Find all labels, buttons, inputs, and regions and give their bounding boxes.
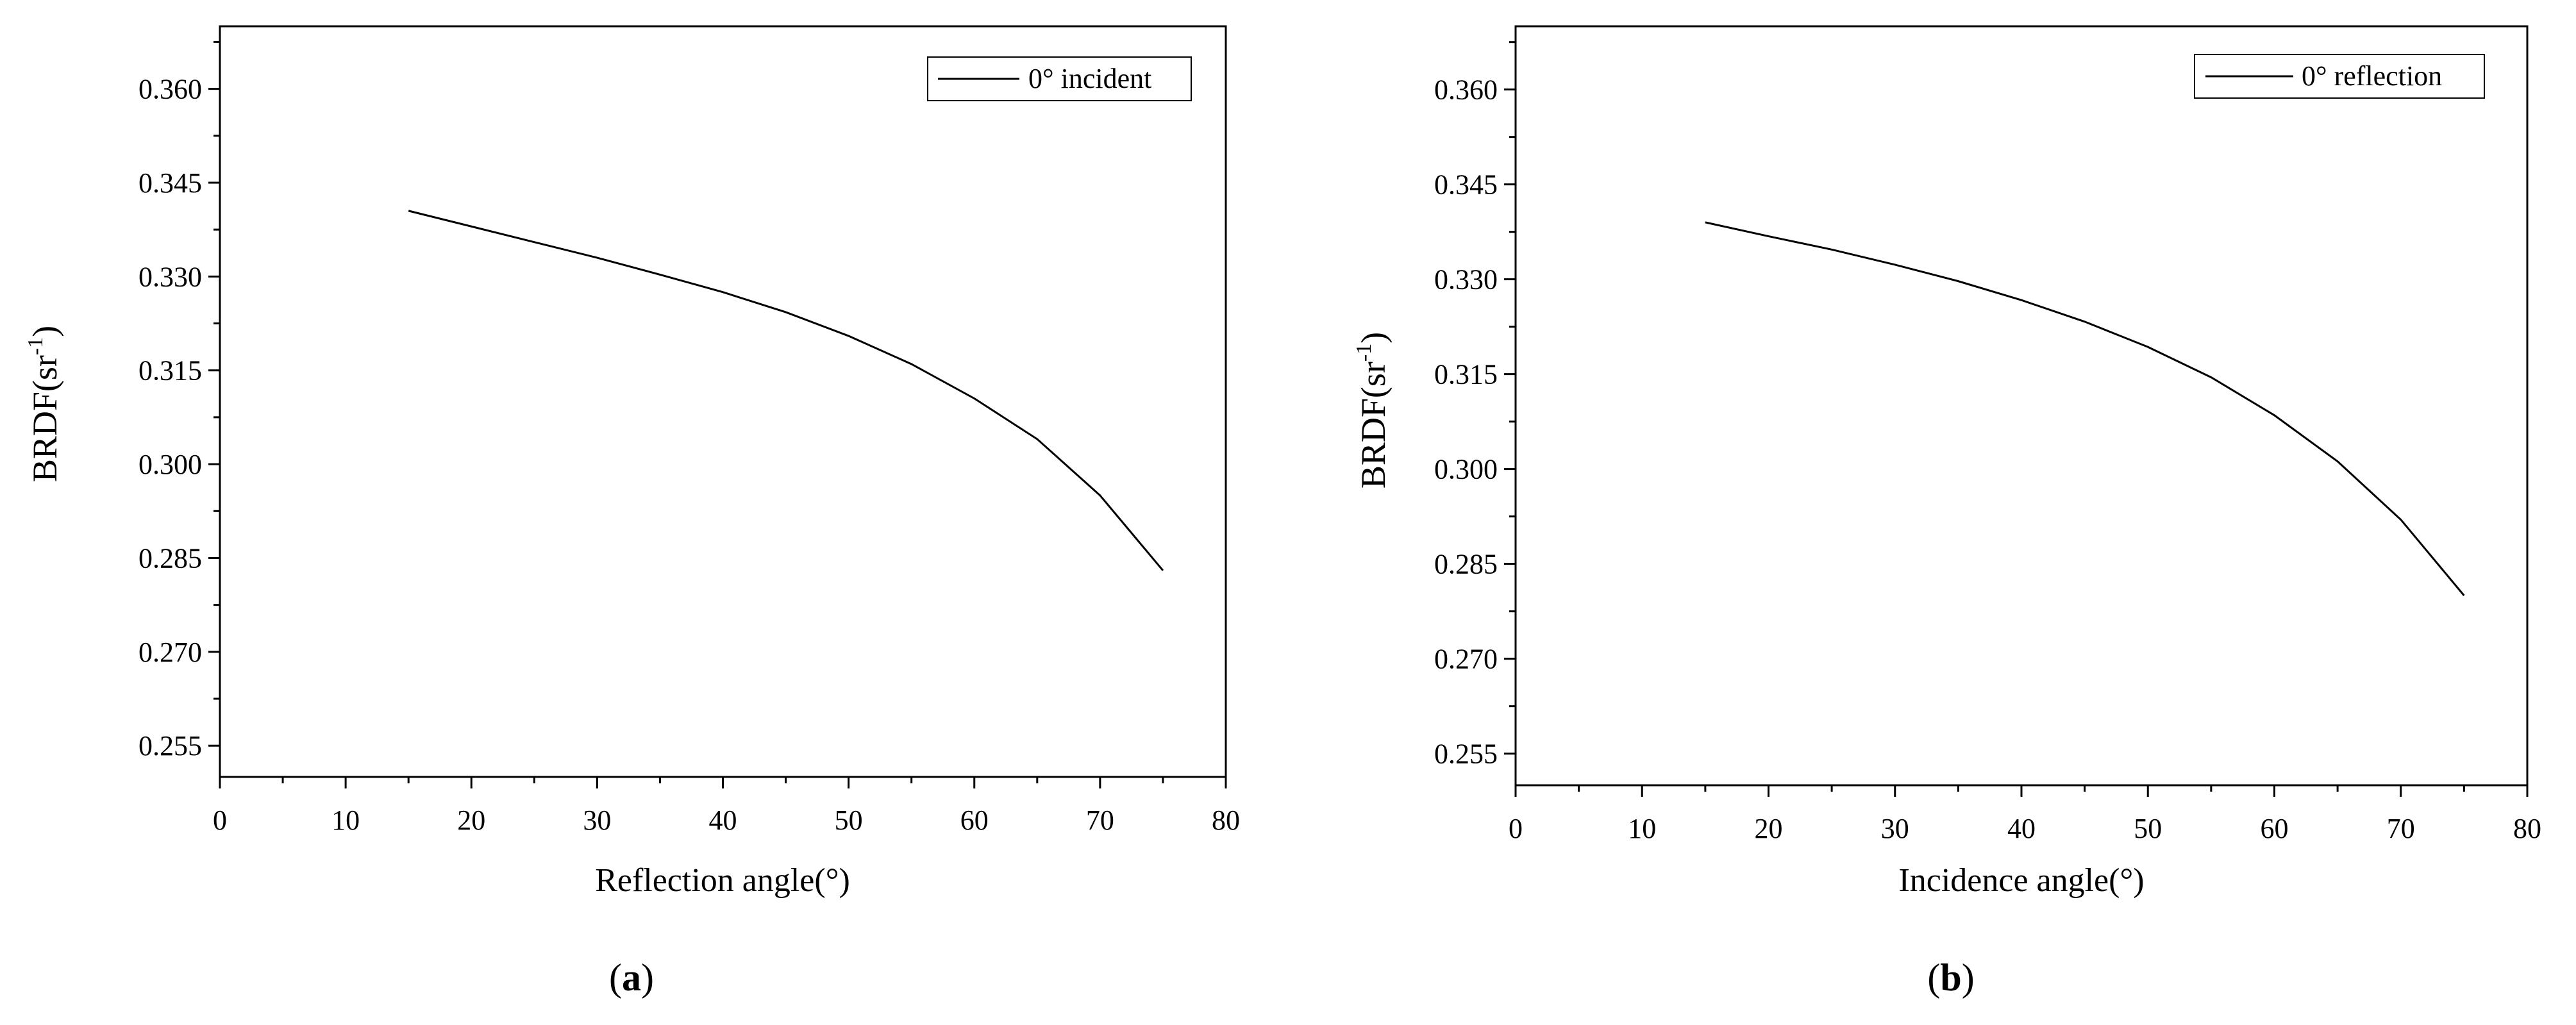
y-tick-label-b-6: 0.345: [1434, 169, 1498, 201]
x-tick-label-a-8: 80: [1212, 804, 1240, 836]
legend-label-a: 0° incident: [1028, 63, 1151, 94]
y-tick-label-a-5: 0.330: [138, 261, 202, 292]
x-tick-label-a-5: 50: [835, 804, 863, 836]
x-tick-label-a-7: 70: [1086, 804, 1114, 836]
panel-label-a: (a): [609, 956, 654, 999]
x-tick-labels-b: 0 10 20 30 40 50 60 70 80: [1509, 813, 2541, 844]
x-axis-label-b: Incidence angle(°): [1898, 862, 2144, 899]
plot-frame-a: [219, 25, 1227, 778]
panel-label-open-a: (: [609, 956, 622, 999]
chart-panel-a: 0 10 20 30 40 50 60 70 80 0.2550.2700.2850.3000.…: [24, 25, 1240, 999]
x-tick-label-b-2: 20: [1755, 813, 1783, 844]
series-line-b: [1705, 221, 2465, 596]
x-tick-label-a-6: 60: [960, 804, 989, 836]
y-axis-label-sup-b: -1: [1352, 344, 1376, 362]
x-tick-label-a-3: 30: [583, 804, 611, 836]
x-tick-label-b-6: 60: [2261, 813, 2289, 844]
y-tick-label-b-2: 0.285: [1434, 549, 1498, 580]
x-tick-labels-a: 0 10 20 30 40 50 60 70 80: [213, 804, 1240, 836]
x-tick-label-a-0: 0: [213, 804, 227, 836]
x-tick-label-b-4: 40: [2007, 813, 2036, 844]
y-tick-label-a-3: 0.300: [138, 449, 202, 480]
chart-panel-b: 0 10 20 30 40 50 60 70 80 0.2550.2700.2850.3000.…: [1352, 25, 2541, 999]
x-tick-label-b-1: 10: [1628, 813, 1656, 844]
y-tick-label-b-4: 0.315: [1434, 359, 1498, 390]
y-tick-label-a-7: 0.360: [138, 74, 202, 105]
panel-label-close-b: ): [1962, 956, 1975, 999]
panel-label-close-a: ): [641, 956, 654, 999]
y-tick-labels-b: 0.255 0.270 0.285 0.300 0.315 0.330 0.345 0.360: [1434, 74, 1498, 770]
y-axis-label-sup-a: -1: [24, 337, 47, 355]
y-tick-label-b-5: 0.330: [1434, 264, 1498, 296]
tick-marks-b: [1504, 41, 2529, 797]
y-axis-label-base-a: BRDF(sr: [26, 355, 64, 482]
tick-marks-a: [208, 40, 1227, 788]
panel-label-b: (b): [1927, 956, 1974, 999]
series-group-a: [408, 210, 1164, 571]
series-line-a: [408, 210, 1164, 571]
x-axis-label-a: Reflection angle(°): [595, 862, 850, 899]
y-axis-label-close-a: ): [26, 326, 64, 337]
x-tick-label-b-0: 0: [1509, 813, 1523, 844]
x-tick-label-b-3: 30: [1881, 813, 1909, 844]
plot-frame-b: [1514, 25, 2529, 787]
y-axis-label-base-b: BRDF(sr: [1354, 362, 1393, 488]
x-tick-label-b-5: 50: [2134, 813, 2162, 844]
y-tick-label-a-6: 0.345: [138, 167, 202, 199]
y-tick-label-a-2: 0.285: [138, 542, 202, 574]
y-tick-label-a-0: 0.255: [138, 730, 202, 762]
x-tick-label-b-8: 80: [2513, 813, 2541, 844]
x-tick-label-a-1: 10: [331, 804, 360, 836]
x-tick-label-a-4: 40: [709, 804, 737, 836]
y-tick-labels-a: 0.255 0.270 0.285 0.300 0.315 0.330 0.345 0.360: [138, 74, 202, 762]
panel-label-letter-a: a: [622, 956, 641, 999]
series-group-b: [1705, 221, 2465, 596]
y-axis-label-close-b: ): [1354, 332, 1393, 344]
legend-a: 0° incident: [927, 56, 1192, 101]
y-axis-label-b: BRDF(sr-1): [1352, 332, 1393, 488]
y-axis-label-a: BRDF(sr-1): [24, 326, 64, 482]
x-tick-label-a-2: 20: [457, 804, 485, 836]
legend-b: 0° reflection: [2194, 54, 2485, 99]
y-tick-label-b-0: 0.255: [1434, 738, 1498, 770]
y-tick-label-a-4: 0.315: [138, 355, 202, 387]
panel-label-open-b: (: [1927, 956, 1940, 999]
legend-label-b: 0° reflection: [2302, 60, 2442, 92]
y-tick-label-b-7: 0.360: [1434, 74, 1498, 106]
panel-label-letter-b: b: [1940, 956, 1961, 999]
y-tick-label-b-1: 0.270: [1434, 644, 1498, 675]
y-tick-label-a-1: 0.270: [138, 637, 202, 668]
x-tick-label-b-7: 70: [2387, 813, 2415, 844]
y-tick-label-b-3: 0.300: [1434, 454, 1498, 485]
